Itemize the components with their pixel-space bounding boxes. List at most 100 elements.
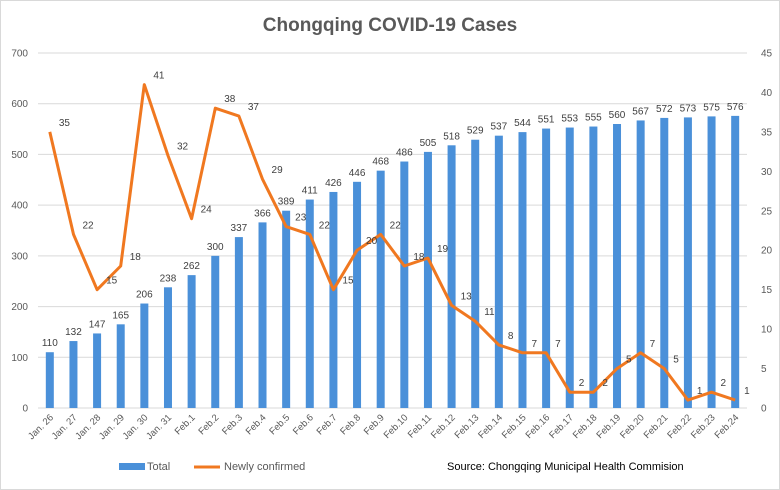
x-tick-label: Feb.1 xyxy=(173,412,198,437)
line-data-label: 11 xyxy=(484,307,495,318)
line-data-label: 22 xyxy=(390,220,402,231)
right-tick-label: 10 xyxy=(761,325,773,336)
bar-total xyxy=(494,135,503,408)
line-data-label: 22 xyxy=(319,220,331,231)
bar-data-label: 575 xyxy=(703,102,720,113)
bar-total xyxy=(45,352,54,408)
bar-total xyxy=(329,191,338,408)
bar-total xyxy=(116,324,125,408)
left-tick-label: 500 xyxy=(11,150,28,161)
bar-total xyxy=(258,222,267,408)
line-data-label: 1 xyxy=(697,386,703,397)
bar-data-label: 505 xyxy=(420,138,437,149)
chart-title: Chongqing COVID-19 Cases xyxy=(263,15,517,36)
bar-total xyxy=(636,120,645,408)
right-tick-label: 20 xyxy=(761,246,773,257)
x-tick-label: Feb.6 xyxy=(291,412,316,437)
x-tick-label: Feb.10 xyxy=(382,412,411,441)
newly-confirmed-labels: 3522151841322438372923221520221819131187… xyxy=(59,71,750,398)
bar-data-label: 300 xyxy=(207,242,224,253)
total-bars xyxy=(45,115,740,409)
line-data-label: 41 xyxy=(153,71,165,82)
series-line xyxy=(48,83,736,402)
bar-data-label: 337 xyxy=(231,223,248,234)
bar-data-label: 567 xyxy=(632,106,649,117)
line-data-label: 13 xyxy=(461,291,473,302)
right-tick-label: 25 xyxy=(761,206,773,217)
line-data-label: 29 xyxy=(272,165,284,176)
x-tick-label: Feb.15 xyxy=(500,412,529,441)
x-tick-label: Feb.12 xyxy=(429,412,458,441)
line-data-label: 35 xyxy=(59,118,71,129)
right-tick-label: 5 xyxy=(761,364,767,375)
x-tick-label: Feb.23 xyxy=(689,412,718,441)
x-tick-label: Feb.24 xyxy=(713,412,742,441)
bar-total xyxy=(376,170,385,408)
x-tick-label: Feb.5 xyxy=(267,412,292,437)
line-data-label: 38 xyxy=(224,94,236,105)
line-data-label: 32 xyxy=(177,142,189,153)
right-tick-label: 30 xyxy=(761,167,773,178)
x-tick-label: Jan. 30 xyxy=(121,412,151,442)
bar-data-label: 551 xyxy=(538,115,555,126)
line-data-label: 37 xyxy=(248,102,260,113)
x-tick-label: Feb.18 xyxy=(571,412,600,441)
bar-data-label: 486 xyxy=(396,148,413,159)
bar-total xyxy=(589,126,598,409)
legend-label-newly-confirmed: Newly confirmed xyxy=(224,461,305,473)
x-tick-label: Feb.20 xyxy=(618,412,647,441)
x-tick-label: Feb.11 xyxy=(406,412,434,440)
bar-total xyxy=(613,124,622,408)
right-tick-label: 45 xyxy=(761,49,773,60)
line-data-label: 22 xyxy=(82,220,94,231)
x-tick-label: Feb.17 xyxy=(547,412,576,441)
x-tick-label: Jan. 26 xyxy=(26,412,56,442)
left-tick-label: 600 xyxy=(11,99,28,110)
line-data-label: 19 xyxy=(437,244,449,255)
x-tick-label: Jan. 29 xyxy=(97,412,127,442)
left-tick-label: 200 xyxy=(11,302,28,313)
bar-total xyxy=(565,127,574,409)
left-tick-label: 300 xyxy=(11,251,28,262)
right-tick-label: 15 xyxy=(761,285,773,296)
x-tick-label: Feb.3 xyxy=(220,412,245,437)
bar-data-label: 555 xyxy=(585,113,602,124)
x-tick-label: Feb.8 xyxy=(338,412,363,437)
line-data-label: 7 xyxy=(555,339,561,350)
bar-total xyxy=(707,116,716,409)
line-data-label: 15 xyxy=(106,276,118,287)
line-data-label: 7 xyxy=(650,339,656,350)
x-tick-label: Feb.4 xyxy=(244,412,269,437)
newly-confirmed-line xyxy=(48,83,736,402)
left-tick-label: 0 xyxy=(22,404,28,415)
bar-total xyxy=(93,333,102,408)
line-data-label: 23 xyxy=(295,213,307,224)
x-tick-label: Feb.16 xyxy=(524,412,553,441)
line-data-label: 2 xyxy=(602,378,608,389)
bar-data-label: 560 xyxy=(609,110,626,121)
bar-data-label: 426 xyxy=(325,178,342,189)
left-tick-label: 100 xyxy=(11,353,28,364)
bar-data-label: 544 xyxy=(514,118,531,129)
bar-total xyxy=(471,139,480,408)
legend-label-total: Total xyxy=(147,461,170,473)
bar-data-label: 518 xyxy=(443,131,460,142)
bar-data-label: 553 xyxy=(561,114,578,125)
bar-data-label: 446 xyxy=(349,168,366,179)
bar-total xyxy=(660,117,669,409)
bar-data-label: 411 xyxy=(302,186,318,197)
x-tick-label: Feb.7 xyxy=(315,412,340,437)
x-tick-label: Jan. 27 xyxy=(50,412,80,442)
bar-total xyxy=(731,115,740,408)
line-data-label: 2 xyxy=(579,378,585,389)
line-data-label: 7 xyxy=(531,339,537,350)
bar-total xyxy=(542,128,551,409)
x-tick-label: Jan. 31 xyxy=(144,412,174,442)
right-tick-label: 35 xyxy=(761,127,773,138)
line-data-label: 2 xyxy=(721,378,727,389)
bar-total xyxy=(187,275,196,408)
bar-total xyxy=(211,255,220,408)
